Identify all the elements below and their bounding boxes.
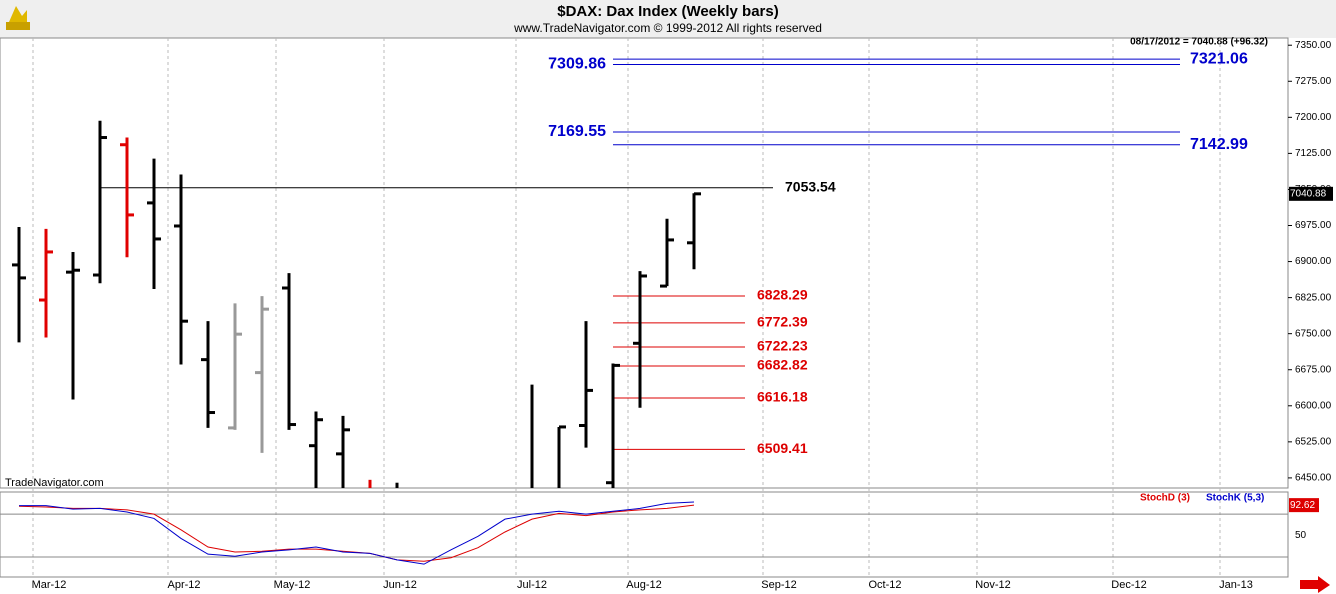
- stoch-line: [19, 501, 695, 565]
- x-tick-label: Aug-12: [626, 579, 661, 591]
- y-tick-label: 7200.00: [1295, 112, 1332, 123]
- level-label: 6616.18: [757, 389, 808, 405]
- y-tick-label: 6600.00: [1295, 400, 1332, 411]
- y-tick-label: 6675.00: [1295, 364, 1332, 375]
- level-label: 7309.86: [548, 56, 606, 73]
- x-tick-label: Jul-12: [517, 579, 547, 591]
- level-label: 6828.29: [757, 287, 808, 303]
- x-tick-label: Apr-12: [167, 579, 200, 591]
- x-tick-label: Sep-12: [761, 579, 796, 591]
- y-tick-label: 7125.00: [1295, 148, 1332, 159]
- legend-label: StochK (5,3): [1206, 493, 1264, 504]
- last-value-label: 7040.88: [1290, 188, 1327, 199]
- level-label: 7142.99: [1190, 136, 1248, 153]
- y-tick-label: 7275.00: [1295, 76, 1332, 87]
- x-tick-label: Jun-12: [383, 579, 417, 591]
- level-label: 7053.54: [785, 178, 836, 194]
- x-tick-label: Jan-13: [1219, 579, 1253, 591]
- level-label: 7169.55: [548, 123, 606, 140]
- level-label: 6772.39: [757, 314, 808, 330]
- price-panel: [0, 37, 1289, 489]
- level-label: 6509.41: [757, 440, 808, 456]
- stoch-panel: [0, 491, 1289, 578]
- header: [0, 0, 1336, 38]
- legend-label: StochD (3): [1140, 493, 1190, 504]
- y-tick-label: 6525.00: [1295, 436, 1332, 447]
- level-label: 6722.23: [757, 338, 808, 354]
- bars: [12, 120, 701, 488]
- x-tick-label: Oct-12: [868, 579, 901, 591]
- y-tick-label: 6750.00: [1295, 328, 1332, 339]
- logo: [6, 6, 30, 30]
- y-tick-label: 6450.00: [1295, 473, 1332, 484]
- last-value-box: [1289, 498, 1319, 513]
- x-tick-label: Mar-12: [32, 579, 67, 591]
- watermark: TradeNavigator.com: [5, 477, 104, 489]
- last-value-box: [1289, 186, 1333, 201]
- x-tick-label: May-12: [274, 579, 311, 591]
- y-tick-label: 6825.00: [1295, 292, 1332, 303]
- chart-title: $DAX: Dax Index (Weekly bars): [557, 3, 778, 20]
- scroll-arrow[interactable]: [1300, 576, 1330, 593]
- x-tick-label: Nov-12: [975, 579, 1010, 591]
- annotation: 08/17/2012 = 7040.88 (+96.32): [1130, 37, 1268, 48]
- last-value-label: 92.62: [1290, 500, 1315, 511]
- y-tick-label: 7350.00: [1295, 40, 1332, 51]
- chart-subtitle: www.TradeNavigator.com © 1999-2012 All r…: [513, 21, 822, 35]
- y-tick-label: 6900.00: [1295, 256, 1332, 267]
- level-label: 6682.82: [757, 357, 808, 373]
- level-label: 7321.06: [1190, 50, 1248, 67]
- y-tick-label: 6975.00: [1295, 220, 1332, 231]
- y-tick-label: 50: [1295, 530, 1307, 541]
- x-tick-label: Dec-12: [1111, 579, 1146, 591]
